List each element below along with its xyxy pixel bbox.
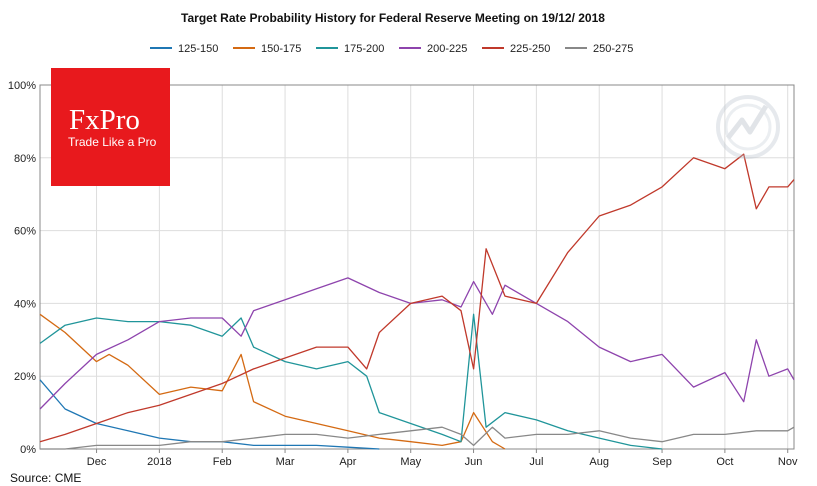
legend-item-250-275[interactable]: 250-275	[565, 43, 633, 55]
y-axis: 0% 20% 40% 60% 80% 100%	[8, 80, 36, 456]
chart-title: Target Rate Probability History for Fede…	[181, 11, 605, 25]
logo-tagline: Trade Like a Pro	[68, 135, 157, 149]
series-line-200-225	[39, 277, 795, 410]
x-tick-label: Nov	[778, 456, 798, 468]
logo-word: FxPro	[69, 104, 140, 136]
legend-label: 200-225	[427, 43, 467, 55]
legend: 125-150 150-175 175-200 200-225 225-250 250-2…	[150, 43, 633, 55]
plot-frame	[39, 84, 795, 450]
legend-item-200-225[interactable]: 200-225	[399, 43, 467, 55]
x-tick-label: May	[400, 456, 421, 468]
watermark-icon	[716, 95, 780, 159]
y-tick-label: 40%	[14, 298, 36, 310]
legend-item-225-250[interactable]: 225-250	[482, 43, 550, 55]
x-tick-label: Mar	[276, 456, 295, 468]
legend-item-150-175[interactable]: 150-175	[233, 43, 301, 55]
legend-label: 150-175	[261, 43, 301, 55]
x-tick-label: Sep	[652, 456, 672, 468]
x-axis: Dec 2018 Feb Mar Apr May Jun Jul Aug Sep Oct Nov	[87, 449, 798, 468]
x-tick-label: Jun	[465, 456, 483, 468]
series-line-250-275	[40, 426, 795, 450]
fxpro-logo: FxPro Trade Like a Pro	[51, 68, 170, 186]
series-lines	[39, 153, 795, 450]
x-tick-label: Oct	[716, 456, 733, 468]
series-line-150-175	[39, 313, 506, 450]
legend-item-175-200[interactable]: 175-200	[316, 43, 384, 55]
source-label: Source: CME	[10, 471, 81, 485]
y-tick-label: 80%	[14, 153, 36, 165]
legend-label: 125-150	[178, 43, 218, 55]
x-tick-label: Feb	[213, 456, 232, 468]
y-tick-label: 60%	[14, 226, 36, 238]
x-tick-label: Aug	[589, 456, 609, 468]
legend-label: 175-200	[344, 43, 384, 55]
series-line-225-250	[39, 153, 795, 443]
legend-label: 225-250	[510, 43, 550, 55]
x-tick-label: 2018	[147, 456, 171, 468]
legend-label: 250-275	[593, 43, 633, 55]
x-tick-label: Dec	[87, 456, 107, 468]
y-tick-label: 20%	[14, 371, 36, 383]
series-line-175-200	[39, 313, 663, 450]
x-tick-label: Jul	[529, 456, 543, 468]
y-tick-label: 0%	[20, 444, 36, 456]
x-tick-label: Apr	[339, 456, 356, 468]
y-tick-label: 100%	[8, 80, 36, 92]
legend-item-125-150[interactable]: 125-150	[150, 43, 218, 55]
series-line-125-150	[39, 379, 380, 450]
